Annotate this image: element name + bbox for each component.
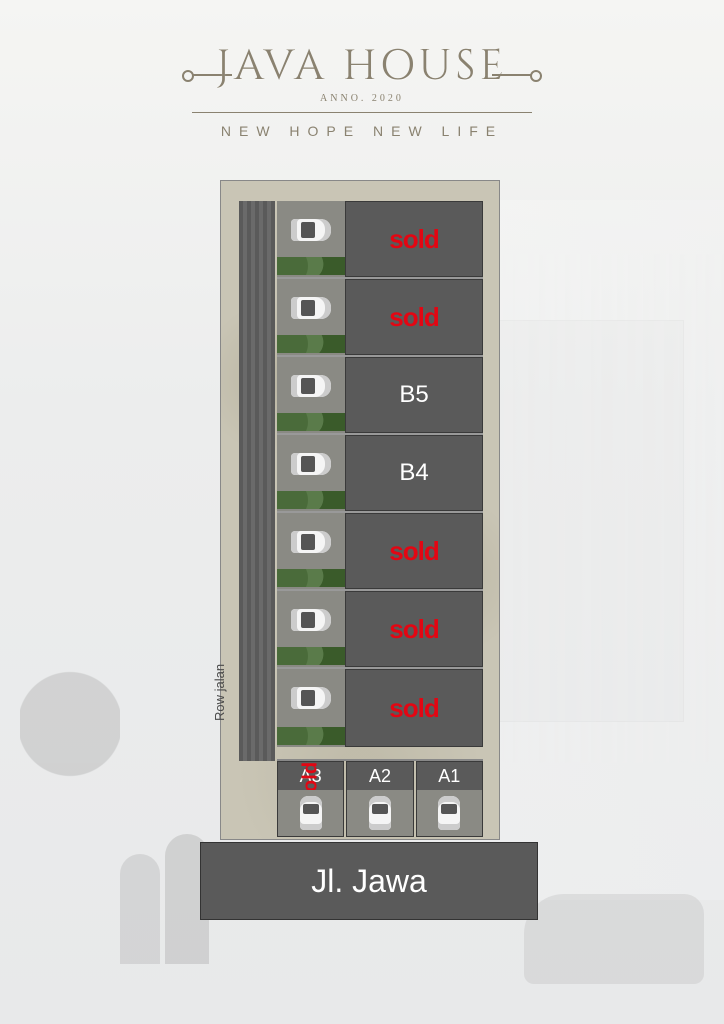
parking-slot <box>277 513 345 589</box>
unit-b-row: sold <box>277 513 483 591</box>
greenery <box>277 335 345 353</box>
car-icon <box>291 219 331 241</box>
unit-b-row: sold <box>277 279 483 357</box>
parking-slot <box>278 790 343 836</box>
car-icon <box>291 531 331 553</box>
greenery <box>277 491 345 509</box>
logo-divider <box>192 112 532 113</box>
greenery <box>277 727 345 745</box>
parking-slot <box>277 357 345 433</box>
unit-label: A3sold <box>278 762 343 790</box>
a-units-row: A3soldA2A1 <box>277 759 483 837</box>
sold-stamp: sold <box>389 693 438 724</box>
car-icon <box>438 796 460 830</box>
parking-slot <box>417 790 482 836</box>
parking-slot <box>277 201 345 277</box>
greenery <box>277 257 345 275</box>
street-bar: Jl. Jawa <box>200 842 538 920</box>
access-road: Row jalan <box>239 201 275 761</box>
greenery <box>277 569 345 587</box>
plan-outline: Row jalan sold sold B5 B4 sold sold sold A3sol… <box>220 180 500 840</box>
unit-b-row: B4 <box>277 435 483 513</box>
house-block: sold <box>345 279 483 355</box>
street-name: Jl. Jawa <box>311 863 427 900</box>
siteplan: Row jalan sold sold B5 B4 sold sold sold A3sol… <box>220 180 500 930</box>
logo-tagline: NEW HOPE NEW LIFE <box>0 123 724 139</box>
unit-label: B4 <box>399 459 428 487</box>
unit-b-row: sold <box>277 591 483 669</box>
house-block: sold <box>345 513 483 589</box>
car-icon <box>291 609 331 631</box>
unit-a-cell: A1 <box>416 761 483 837</box>
sold-stamp: sold <box>389 536 438 567</box>
car-icon <box>291 687 331 709</box>
sold-stamp: sold <box>389 614 438 645</box>
b-units-column: sold sold B5 B4 sold sold sold <box>277 201 483 747</box>
unit-a-cell: A3sold <box>277 761 344 837</box>
car-icon <box>291 297 331 319</box>
greenery <box>277 647 345 665</box>
sold-stamp: sold <box>389 224 438 255</box>
house-block: sold <box>345 201 483 277</box>
header: JAVA HOUSE ANNO. 2020 NEW HOPE NEW LIFE <box>0 0 724 139</box>
house-block: B4 <box>345 435 483 511</box>
parking-slot <box>277 279 345 355</box>
unit-a-cell: A2 <box>346 761 413 837</box>
house-block: sold <box>345 591 483 667</box>
unit-label: A1 <box>417 762 482 790</box>
background-people <box>0 624 230 1024</box>
car-icon <box>369 796 391 830</box>
car-icon <box>291 375 331 397</box>
parking-slot <box>277 591 345 667</box>
greenery <box>277 413 345 431</box>
logo: JAVA HOUSE <box>0 38 724 95</box>
logo-title: JAVA HOUSE <box>216 38 507 95</box>
background-car <box>524 894 704 984</box>
car-icon <box>300 796 322 830</box>
parking-slot <box>347 790 412 836</box>
house-block: B5 <box>345 357 483 433</box>
unit-b-row: sold <box>277 201 483 279</box>
parking-slot <box>277 435 345 511</box>
unit-label: A2 <box>347 762 412 790</box>
parking-slot <box>277 669 345 747</box>
road-label: Row jalan <box>212 664 227 721</box>
unit-label: B5 <box>399 381 428 409</box>
house-block: sold <box>345 669 483 747</box>
sold-stamp: sold <box>389 302 438 333</box>
unit-b-row: sold <box>277 669 483 747</box>
car-icon <box>291 453 331 475</box>
unit-b-row: B5 <box>277 357 483 435</box>
